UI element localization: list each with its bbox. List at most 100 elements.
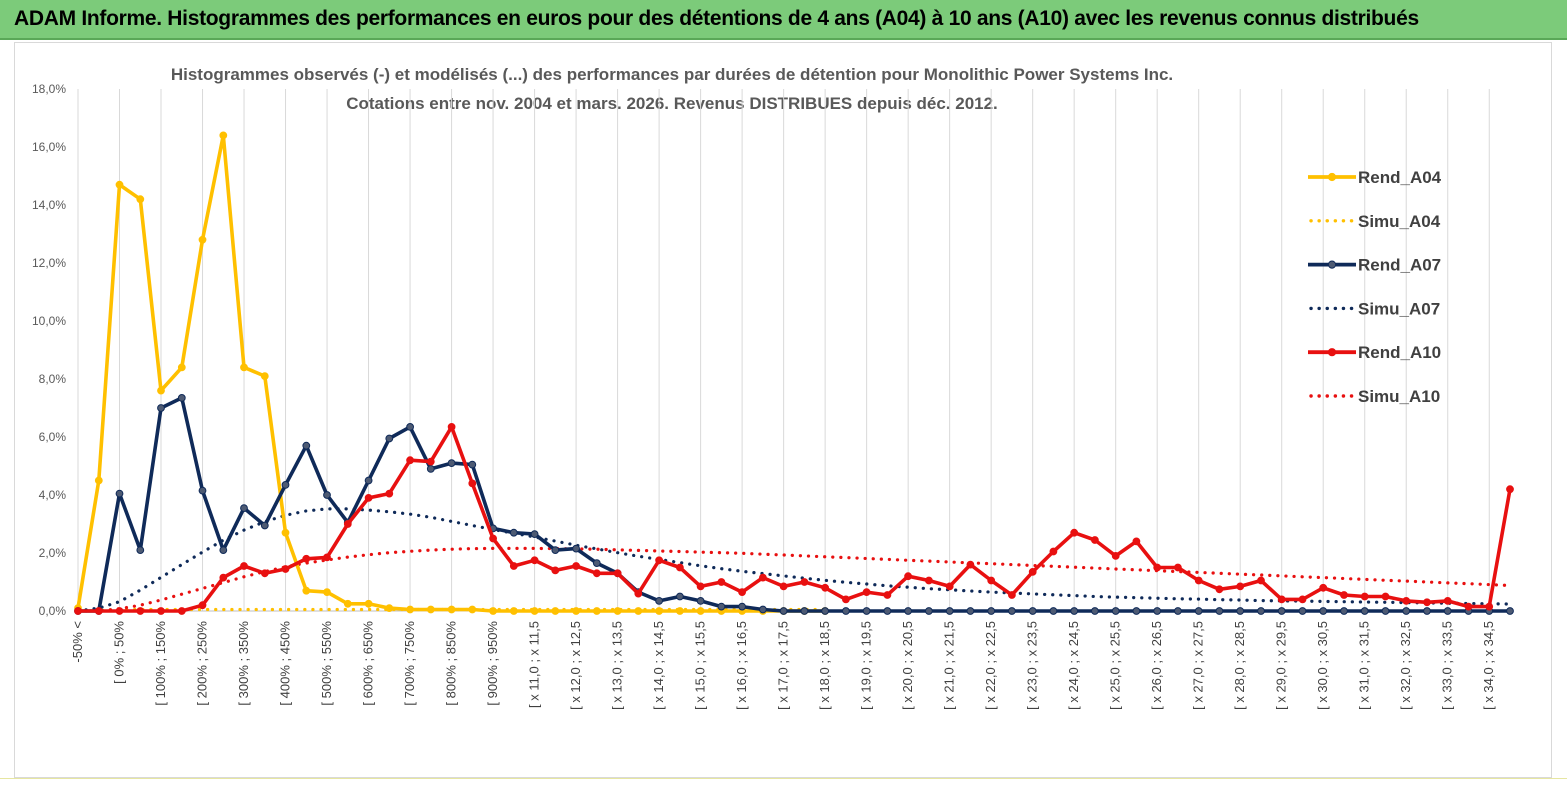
data-point (551, 566, 560, 575)
legend-marker-rend-a04 (1327, 172, 1337, 182)
data-point (1381, 592, 1390, 601)
series-rend-a10 (74, 423, 1514, 615)
data-point (260, 521, 269, 530)
data-point (1402, 597, 1411, 605)
data-point (1485, 602, 1494, 611)
data-point (966, 607, 975, 615)
data-point (1257, 607, 1265, 615)
data-point (302, 554, 311, 563)
data-point (468, 479, 477, 488)
data-point (343, 520, 352, 528)
legend: Rend_A04 Simu_A04 Rend_A07 Simu_A07 Rend_A10… (1308, 168, 1442, 406)
data-point (1360, 592, 1369, 601)
data-point (1443, 597, 1452, 605)
data-point (1506, 607, 1514, 615)
data-point (1070, 528, 1079, 537)
x-tick-label: [ x 14,0 ; x 14,5 (651, 621, 666, 710)
x-tick-label: [ 800% ; 850% (444, 621, 459, 706)
data-point (1174, 563, 1182, 572)
legend-marker-rend-a10 (1327, 348, 1337, 357)
chart-subtitle: Cotations entre nov. 2004 et mars. 2026.… (346, 94, 998, 113)
data-point (489, 607, 498, 615)
x-tick-label: [ x 28,0 ; x 28,5 (1232, 621, 1247, 710)
data-point (1464, 602, 1473, 611)
data-point (1132, 607, 1141, 615)
data-point (904, 572, 912, 581)
chart-title: Histogrammes observés (-) et modélisés (… (171, 65, 1173, 84)
data-point (1423, 598, 1431, 607)
data-point (862, 607, 871, 615)
data-point (572, 562, 580, 570)
data-point (1298, 595, 1307, 604)
data-point (1423, 607, 1431, 615)
data-point (364, 599, 373, 608)
data-point (177, 394, 186, 402)
data-point (676, 592, 684, 601)
data-point (945, 582, 954, 591)
y-tick-label: 6,0% (39, 430, 67, 444)
y-tick-label: 18,0% (32, 82, 66, 96)
data-point (1298, 607, 1307, 615)
legend-label-rend-a04: Rend_A04 (1358, 168, 1442, 187)
y-tick-label: 4,0% (39, 488, 67, 502)
data-point (821, 583, 829, 592)
data-point (115, 180, 124, 189)
data-point (447, 423, 456, 431)
data-point (1174, 607, 1182, 615)
data-point (551, 607, 560, 615)
chart-frame (14, 42, 1552, 778)
bottom-strip (0, 778, 1567, 790)
data-point (468, 460, 477, 469)
data-point (323, 553, 331, 562)
data-point (987, 576, 996, 585)
data-point (904, 607, 912, 615)
data-point (1215, 607, 1224, 615)
x-tick-label: [ x 32,0 ; x 32,5 (1398, 621, 1413, 710)
data-point (281, 565, 290, 573)
data-point (1215, 585, 1224, 594)
data-point (157, 386, 165, 395)
data-point (779, 607, 788, 615)
data-point (530, 530, 539, 538)
data-point (572, 607, 580, 615)
x-tick-label: [ x 12,0 ; x 12,5 (568, 621, 583, 710)
data-point (219, 131, 228, 140)
y-tick-label: 2,0% (39, 546, 67, 560)
data-point (157, 607, 165, 615)
data-point (136, 546, 145, 554)
y-tick-label: 12,0% (32, 256, 66, 270)
data-point (240, 363, 248, 372)
data-point (385, 489, 394, 498)
data-point (1111, 607, 1120, 615)
series-rend-a07 (74, 394, 1514, 615)
x-tick-label: [ 100% ; 150% (153, 621, 168, 706)
y-axis: 0,0% 2,0% 4,0% 6,0% 8,0% 10,0% 12,0% 14,0% 16,0%… (32, 82, 66, 618)
data-point (945, 607, 954, 615)
x-tick-label: [ 700% ; 750% (402, 621, 417, 706)
data-point (842, 607, 850, 615)
data-point (343, 599, 352, 608)
data-point (94, 607, 103, 615)
data-point (779, 582, 788, 591)
data-point (1340, 607, 1348, 615)
y-tick-label: 10,0% (32, 314, 66, 328)
y-tick-label: 16,0% (32, 140, 66, 154)
x-tick-label: -50% < (70, 621, 85, 663)
data-point (74, 607, 82, 615)
data-point (260, 569, 269, 578)
data-point (738, 588, 746, 596)
data-point (1506, 485, 1514, 494)
data-point (655, 556, 663, 565)
x-tick-label: [ x 29,0 ; x 29,5 (1274, 621, 1289, 710)
data-point (281, 481, 290, 489)
data-point (447, 459, 456, 468)
data-point (509, 562, 518, 570)
x-tick-label: [ 200% ; 250% (195, 621, 210, 706)
data-point (1008, 607, 1016, 615)
x-tick-label: [ x 30,0 ; x 30,5 (1315, 621, 1330, 710)
data-point (655, 597, 663, 605)
data-point (509, 607, 518, 615)
data-point (987, 607, 996, 615)
series-group (74, 131, 1514, 615)
